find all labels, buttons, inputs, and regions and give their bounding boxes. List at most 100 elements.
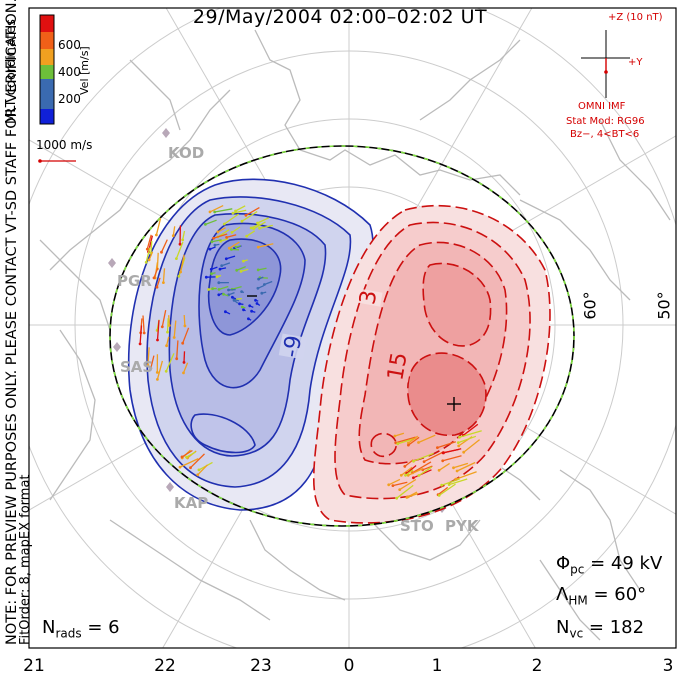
- velocity-vector-origin: [213, 211, 216, 214]
- mlt-label-0: 0: [344, 656, 355, 676]
- velocity-vector-origin: [175, 357, 178, 360]
- velocity-vector-origin: [156, 378, 159, 381]
- imf-y-label: +Y: [628, 57, 643, 68]
- cross-polar-potential: Φpc = 49 kV: [556, 553, 662, 577]
- velocity-vector-origin: [162, 281, 165, 284]
- velocity-vector-origin: [209, 211, 212, 214]
- velocity-vector-origin: [216, 231, 219, 234]
- velocity-vector-origin: [225, 257, 228, 260]
- vector-count-value: 182: [610, 617, 644, 638]
- velocity-vector-origin: [256, 302, 259, 305]
- velocity-vector-origin: [161, 325, 164, 328]
- velocity-vector-origin: [218, 288, 221, 291]
- velocity-vector-origin: [179, 271, 182, 274]
- velocity-vector-origin: [452, 466, 455, 469]
- velocity-vector-origin: [457, 441, 460, 444]
- reference-vector-label: 1000 m/s: [36, 138, 92, 152]
- velocity-vector-origin: [156, 286, 159, 289]
- velocity-vector-origin: [454, 478, 457, 481]
- mlt-label-3: 3: [663, 656, 674, 676]
- radar-label-sto: STO: [400, 517, 434, 535]
- velocity-vector-origin: [441, 459, 444, 462]
- velocity-vector-origin: [405, 496, 408, 499]
- contour-label-minus9: -9: [279, 334, 307, 360]
- cross-polar-potential-value: 49 kV: [611, 553, 662, 574]
- statistical-model-label: Stat Mod: RG96: [566, 116, 645, 127]
- velocity-vector-origin: [232, 212, 235, 215]
- statistical-model-condition: Bz−, 4<BT<6: [570, 129, 639, 140]
- velocity-vector-origin: [235, 246, 238, 249]
- velocity-vector-origin: [257, 269, 260, 272]
- velocity-vector-origin: [165, 370, 168, 373]
- velocity-vector-origin: [214, 244, 217, 247]
- velocity-vector-origin: [423, 460, 426, 463]
- latitude-label-50: 50°: [655, 291, 674, 319]
- velocity-vector-origin: [417, 474, 420, 477]
- velocity-vector-origin: [242, 260, 245, 263]
- velocity-vector-origin: [438, 469, 441, 472]
- velocity-vector-origin: [456, 470, 459, 473]
- hm-boundary-latitude-value: 60°: [614, 584, 646, 605]
- velocity-vector-origin: [396, 442, 399, 445]
- imf-z-label: +Z (10 nT): [608, 12, 663, 23]
- contour-label-15: 15: [383, 351, 412, 383]
- radar-label-pgr: PGR: [117, 272, 152, 290]
- mlt-label-22: 22: [154, 656, 176, 676]
- velocity-vector: [184, 351, 185, 362]
- velocity-vector-origin: [207, 288, 210, 291]
- velocity-vector-origin: [182, 372, 185, 375]
- velocity-color-bar: [40, 15, 54, 124]
- velocity-vector-origin: [225, 236, 228, 239]
- velocity-vector-origin: [184, 325, 187, 328]
- velocity-vector-origin: [242, 308, 245, 311]
- velocity-vector-origin: [139, 343, 142, 346]
- velocity-vector-origin: [462, 451, 465, 454]
- velocity-vector: [151, 241, 152, 253]
- velocity-vector-origin: [165, 344, 168, 347]
- radar-label-pyk: PYK: [445, 517, 478, 535]
- velocity-vector-origin: [209, 248, 212, 251]
- velocity-vector-origin: [196, 473, 199, 476]
- vector-count: Nvc = 182: [556, 617, 644, 641]
- velocity-vector-origin: [181, 456, 184, 459]
- velocity-vector-origin: [160, 251, 163, 254]
- velocity-vector-origin: [240, 290, 243, 293]
- velocity-vector-origin: [235, 269, 238, 272]
- velocity-vector-origin: [394, 435, 397, 438]
- velocity-vector-origin: [457, 445, 460, 448]
- velocity-vector-origin: [392, 484, 395, 487]
- radar-marker-kap: [166, 482, 174, 492]
- velocity-vector-origin: [260, 292, 263, 295]
- velocity-vector-origin: [248, 304, 251, 307]
- velocity-vector-origin: [181, 239, 184, 242]
- velocity-vector-origin: [240, 270, 243, 273]
- velocity-vector-origin: [179, 466, 182, 469]
- mlt-label-1: 1: [432, 656, 443, 676]
- velocity-vector-origin: [257, 278, 260, 281]
- velocity-vector-origin: [216, 275, 219, 278]
- velocity-vector-origin: [219, 268, 222, 271]
- velocity-vector-origin: [156, 339, 159, 342]
- velocity-vector-origin: [231, 296, 234, 299]
- velocity-vector-origin: [233, 299, 236, 302]
- velocity-vector-origin: [189, 466, 192, 469]
- color-bar-unit-label: Vel [m/s]: [78, 46, 91, 95]
- velocity-vector: [157, 253, 158, 269]
- latitude-label-60: 60°: [581, 291, 600, 319]
- velocity-vector-origin: [258, 227, 261, 230]
- velocity-vector-origin: [172, 234, 175, 237]
- velocity-vector-origin: [217, 293, 220, 296]
- velocity-vector-origin: [245, 214, 248, 217]
- velocity-vector-origin: [398, 488, 401, 491]
- velocity-vector: [169, 315, 170, 325]
- velocity-vector-origin: [185, 456, 188, 459]
- radar-label-kod: KOD: [168, 144, 204, 162]
- velocity-vector-origin: [241, 220, 244, 223]
- velocity-vector-origin: [440, 484, 443, 487]
- fit-order-note: FitOrder: 8, mapEX format: [18, 474, 33, 645]
- velocity-vector-origin: [224, 310, 227, 313]
- velocity-vector-origin: [156, 371, 159, 374]
- hm-boundary-latitude: ΛHM = 60°: [556, 584, 646, 608]
- map-title: 29/May/2004 02:00–02:02 UT: [0, 6, 680, 28]
- radar-label-kap: KAP: [174, 494, 208, 512]
